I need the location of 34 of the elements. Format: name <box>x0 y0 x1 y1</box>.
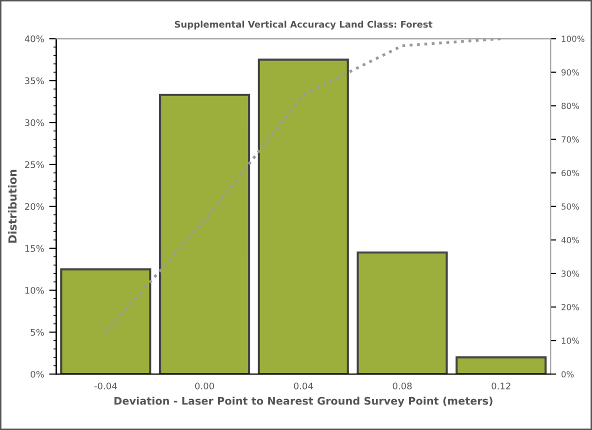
y2-tick-label: 80% <box>562 102 580 110</box>
y2-tick-label: 90% <box>562 69 580 76</box>
x-tick-label: 0.12 <box>492 382 510 390</box>
y-tick-label: 10% <box>25 286 44 294</box>
y2-tick-label: 40% <box>561 236 580 244</box>
y2-tick-label: 30% <box>562 270 580 277</box>
bar <box>258 58 349 374</box>
y2-tick-label: 70% <box>562 136 580 143</box>
x-tick-label: -0.04 <box>94 382 117 390</box>
y2-tick-label: 60% <box>562 170 580 176</box>
y2-tick-label: 0% <box>562 371 574 378</box>
x-tick-label: 0.00 <box>195 382 214 390</box>
line-series <box>104 38 503 334</box>
bar <box>159 94 250 374</box>
y-axis-title: Distribution <box>8 170 17 243</box>
y-tick-label: 25% <box>25 161 44 168</box>
chart-title: Supplemental Vertical Accuracy Land Class: Forest <box>174 20 432 30</box>
y2-tick-label: 100% <box>562 36 584 42</box>
y-tick-label: 30% <box>25 119 44 126</box>
y-tick-label: 40% <box>24 35 44 42</box>
bar <box>356 251 448 374</box>
y2-tick-label: 10% <box>562 338 580 344</box>
y-tick-label: 5% <box>30 328 44 336</box>
bar <box>60 268 152 374</box>
y2-tick-label: 20% <box>562 304 580 310</box>
y-tick-label: 35% <box>25 77 44 84</box>
x-tick-label: 0.04 <box>294 382 313 390</box>
y-tick-label: 15% <box>25 245 44 252</box>
y-tick-label: 20% <box>25 203 44 210</box>
x-axis-title: Deviation - Laser Point to Nearest Ground Survey Point (meters) <box>114 396 492 407</box>
x-tick-label: 0.08 <box>392 382 412 390</box>
y-tick-label: 0% <box>30 370 44 378</box>
bar <box>456 356 547 374</box>
y2-tick-label: 50% <box>562 203 580 210</box>
